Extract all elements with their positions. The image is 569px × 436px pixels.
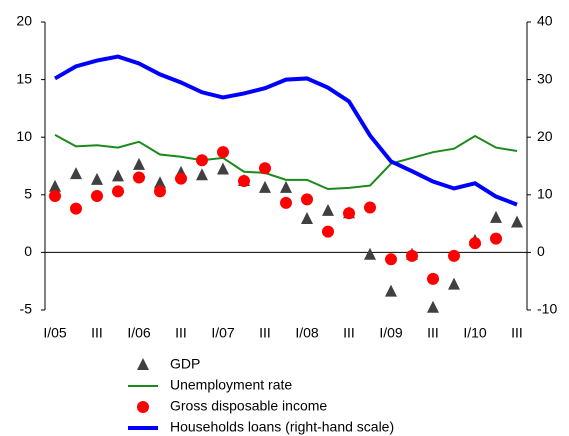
line xyxy=(54,134,518,191)
legend-label: Unemployment rate xyxy=(170,377,292,393)
circle-marker xyxy=(196,154,208,167)
circle-marker xyxy=(133,171,145,184)
x-tick-label: I/06 xyxy=(127,325,151,341)
circle-marker xyxy=(280,196,292,209)
triangle-marker xyxy=(112,169,124,182)
circle-marker xyxy=(343,207,355,220)
triangle-marker xyxy=(280,180,292,193)
circle-marker xyxy=(154,185,166,198)
y2-tick-label: -10 xyxy=(537,301,557,317)
circle-marker xyxy=(259,162,271,175)
legend-marker xyxy=(137,401,149,413)
y2-tick-label: 10 xyxy=(537,186,553,202)
circle-marker xyxy=(364,201,376,214)
circle-marker xyxy=(469,237,481,250)
triangle-marker xyxy=(301,211,313,224)
circle-marker xyxy=(322,225,334,238)
x-tick-label: III xyxy=(511,325,523,341)
y2-tick-label: 40 xyxy=(537,13,553,29)
triangle-marker xyxy=(70,167,82,180)
circle-marker xyxy=(238,174,250,187)
circle-marker xyxy=(112,185,124,198)
circle-marker xyxy=(49,189,61,202)
circle-marker xyxy=(217,146,229,159)
circle-marker xyxy=(385,253,397,266)
triangle-marker xyxy=(511,215,523,228)
y-tick-label: 0 xyxy=(24,243,32,259)
x-tick-label: III xyxy=(175,325,187,341)
y2-tick-label: 0 xyxy=(537,243,545,259)
x-tick-label: I/05 xyxy=(43,325,67,341)
y-tick-label: 5 xyxy=(24,186,32,202)
circle-marker xyxy=(70,202,82,215)
legend-marker xyxy=(137,358,149,370)
y-tick-label: 20 xyxy=(16,13,32,29)
x-tick-label: I/10 xyxy=(463,325,487,341)
legend-label: Households loans (right-hand scale) xyxy=(170,419,394,435)
triangle-marker xyxy=(154,176,166,189)
circle-marker xyxy=(406,249,418,262)
circle-marker xyxy=(427,272,439,285)
triangle-marker xyxy=(385,284,397,297)
triangle-marker xyxy=(49,179,61,192)
triangle-marker xyxy=(196,168,208,181)
triangle-marker xyxy=(259,180,271,193)
line xyxy=(54,54,518,207)
circle-marker xyxy=(301,193,313,206)
x-tick-label: III xyxy=(427,325,439,341)
x-tick-label: III xyxy=(259,325,271,341)
triangle-marker xyxy=(364,247,376,260)
circle-marker xyxy=(490,232,502,245)
x-tick-label: I/07 xyxy=(211,325,235,341)
legend-label: GDP xyxy=(170,356,200,372)
y2-tick-label: 20 xyxy=(537,128,553,144)
circle-marker xyxy=(448,249,460,262)
triangle-marker xyxy=(322,203,334,216)
x-tick-label: III xyxy=(91,325,103,341)
legend-label: Gross disposable income xyxy=(170,398,327,414)
triangle-marker xyxy=(217,162,229,175)
triangle-marker xyxy=(448,277,460,290)
x-tick-label: I/09 xyxy=(379,325,403,341)
y-tick-label: 15 xyxy=(16,70,32,86)
y2-tick-label: 30 xyxy=(537,70,553,86)
triangle-marker xyxy=(133,157,145,170)
triangle-marker xyxy=(427,300,439,313)
triangle-marker xyxy=(490,210,502,223)
y-tick-label: 10 xyxy=(16,128,32,144)
circle-marker xyxy=(175,172,187,185)
x-tick-label: III xyxy=(343,325,355,341)
y-tick-label: -5 xyxy=(20,301,33,317)
x-tick-label: I/08 xyxy=(295,325,319,341)
triangle-marker xyxy=(91,172,103,185)
circle-marker xyxy=(91,189,103,202)
